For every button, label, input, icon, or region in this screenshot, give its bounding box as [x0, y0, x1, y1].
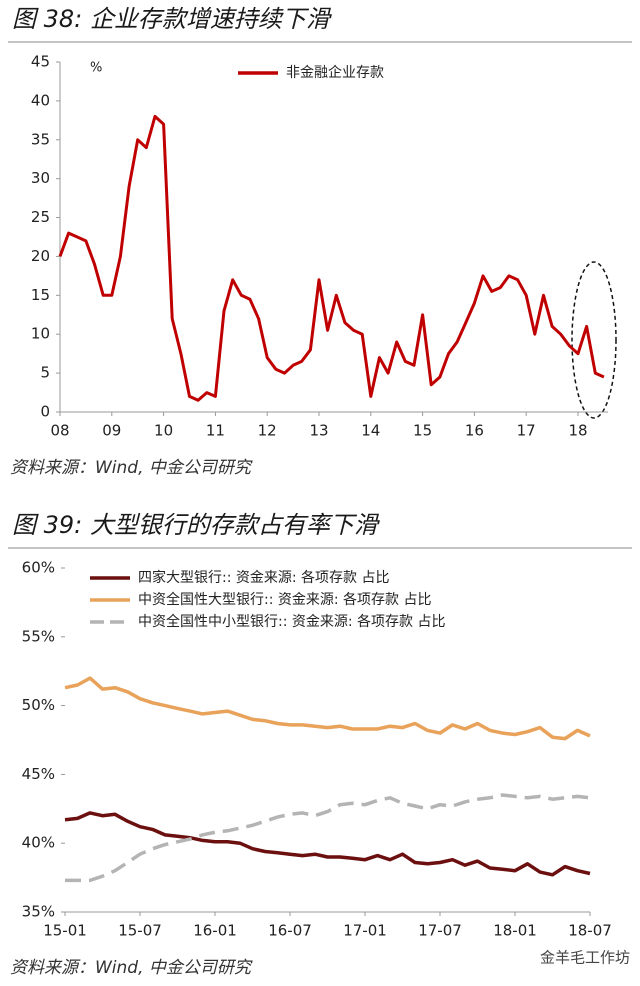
legend-label: 非金融企业存款	[286, 64, 384, 81]
series-line	[65, 793, 591, 883]
legend-label: 中资全国性大型银行:: 资金来源: 各项存款 占比	[138, 591, 432, 608]
source: 资料来源：Wind, 中金公司研究	[10, 458, 253, 478]
x-tick-label: 15	[413, 422, 432, 440]
y-tick-label: 5	[40, 364, 50, 382]
y-tick-label: 45%	[22, 765, 55, 783]
x-tick-label: 18	[568, 422, 587, 440]
y-tick-label: 60%	[22, 559, 55, 577]
x-tick-label: 09	[102, 422, 121, 440]
source: 资料来源：Wind, 中金公司研究	[10, 958, 253, 978]
chart-title: 图 38: 企业存款增速持续下滑	[12, 5, 333, 33]
x-tick-label: 18-01	[493, 922, 537, 940]
y-tick-label: 0	[40, 403, 50, 421]
x-tick-label: 11	[206, 422, 225, 440]
y-tick-label: 20	[31, 247, 50, 265]
y-tick-label: 50%	[22, 696, 55, 714]
x-tick-label: 08	[50, 422, 69, 440]
x-tick-label: 17	[517, 422, 536, 440]
y-unit: %	[90, 61, 102, 76]
y-tick-label: 35%	[22, 903, 55, 921]
y-tick-label: 40	[31, 91, 50, 109]
x-tick-label: 10	[154, 422, 173, 440]
y-tick-label: 35	[31, 130, 50, 148]
legend-label: 中资全国性中小型银行:: 资金来源: 各项存款 占比	[138, 613, 446, 630]
x-tick-label: 12	[258, 422, 277, 440]
series-line	[58, 114, 605, 402]
chart-title: 图 39: 大型银行的存款占有率下滑	[12, 511, 381, 539]
y-tick-label: 15	[31, 286, 50, 304]
x-tick-label: 14	[361, 422, 380, 440]
highlight-ellipse	[571, 261, 617, 419]
x-tick-label: 13	[309, 422, 328, 440]
x-tick-label: 16-01	[193, 922, 237, 940]
x-tick-label: 15-01	[43, 922, 87, 940]
x-tick-label: 17-07	[418, 922, 462, 940]
legend-label: 四家大型银行:: 资金来源: 各项存款 占比	[138, 569, 390, 586]
y-tick-label: 55%	[22, 627, 55, 645]
y-tick-label: 25	[31, 208, 50, 226]
x-tick-label: 15-07	[118, 922, 162, 940]
x-tick-label: 18-07	[568, 922, 612, 940]
watermark: 金羊毛工作坊	[540, 949, 630, 967]
y-tick-label: 10	[31, 325, 50, 343]
x-tick-label: 16-07	[268, 922, 312, 940]
y-tick-label: 45	[31, 53, 50, 71]
x-tick-label: 17-01	[343, 922, 387, 940]
y-tick-label: 40%	[22, 834, 55, 852]
series-line	[64, 811, 591, 877]
x-tick-label: 16	[465, 422, 484, 440]
y-tick-label: 30	[31, 169, 50, 187]
series-line	[64, 676, 591, 741]
